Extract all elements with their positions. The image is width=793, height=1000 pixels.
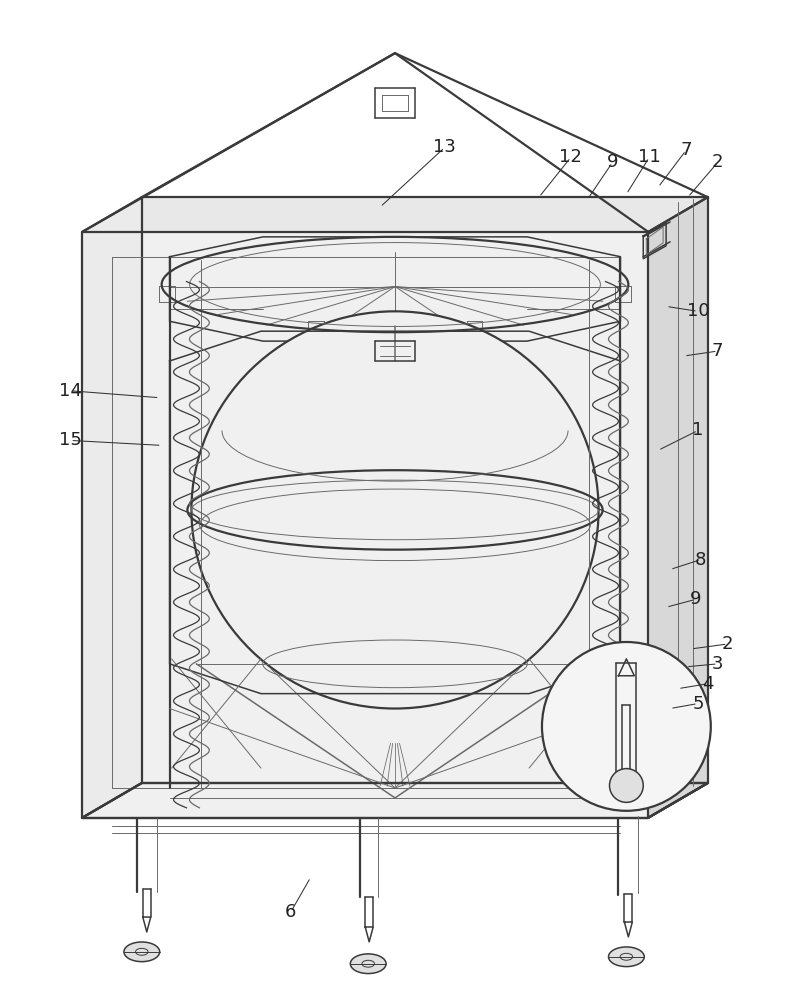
Text: 5: 5: [692, 695, 703, 713]
Text: 10: 10: [687, 302, 709, 320]
Polygon shape: [648, 197, 708, 783]
Text: 15: 15: [59, 431, 82, 449]
Polygon shape: [82, 197, 708, 232]
Circle shape: [610, 769, 643, 802]
Text: 9: 9: [607, 153, 619, 171]
Polygon shape: [648, 197, 708, 818]
Text: 14: 14: [59, 382, 82, 400]
Text: 7: 7: [680, 141, 691, 159]
Text: 11: 11: [638, 148, 661, 166]
Ellipse shape: [608, 947, 644, 967]
Text: 9: 9: [690, 590, 702, 608]
Polygon shape: [82, 232, 648, 818]
Text: 7: 7: [712, 342, 723, 360]
Text: 3: 3: [712, 655, 723, 673]
Ellipse shape: [124, 942, 159, 962]
Text: 1: 1: [692, 421, 703, 439]
Text: 6: 6: [285, 903, 297, 921]
Ellipse shape: [351, 954, 386, 974]
Polygon shape: [82, 197, 142, 818]
Text: 4: 4: [702, 675, 714, 693]
Text: 8: 8: [695, 551, 707, 569]
Text: 13: 13: [433, 138, 456, 156]
Circle shape: [542, 642, 711, 811]
Text: 2: 2: [722, 635, 734, 653]
Text: 12: 12: [559, 148, 582, 166]
Ellipse shape: [191, 311, 599, 709]
Text: 2: 2: [712, 153, 723, 171]
